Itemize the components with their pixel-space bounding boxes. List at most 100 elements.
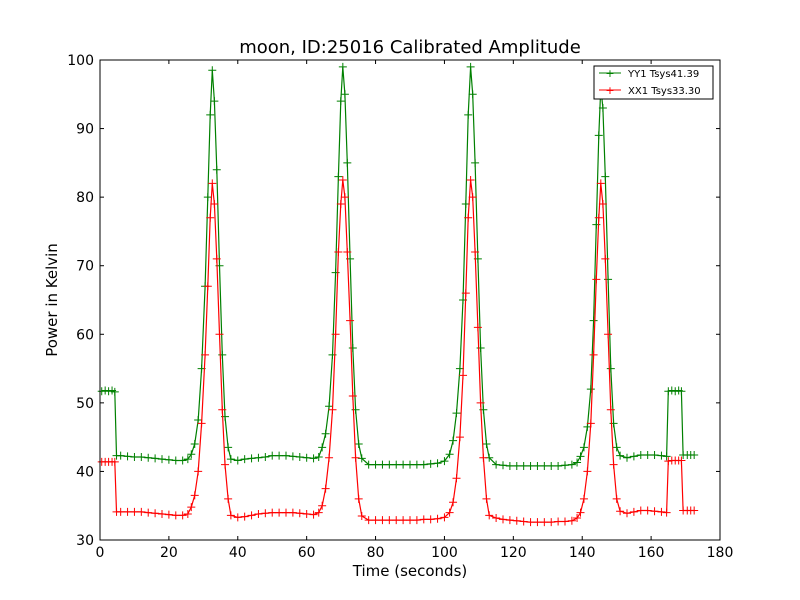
data-point [547, 518, 556, 527]
data-point [240, 512, 249, 521]
data-point [464, 110, 473, 119]
data-point [354, 440, 363, 448]
data-point [492, 514, 501, 523]
data-point [526, 461, 535, 470]
data-point [519, 461, 528, 470]
data-point [226, 455, 235, 464]
data-point [130, 453, 139, 462]
data-point [203, 282, 212, 291]
x-tick-label: 0 [96, 545, 105, 561]
data-point [348, 392, 357, 400]
data-point [240, 455, 249, 464]
data-point [589, 350, 598, 359]
data-point [309, 454, 318, 463]
x-tick-label: 180 [707, 545, 734, 561]
x-tick-label: 40 [229, 545, 247, 561]
data-point [178, 511, 187, 520]
data-point [399, 516, 408, 525]
data-point [336, 200, 345, 208]
data-point [612, 494, 621, 503]
data-point [187, 503, 196, 512]
data-point [579, 494, 588, 503]
data-point [325, 453, 334, 462]
data-point [533, 461, 542, 470]
data-point [364, 460, 373, 469]
data-point [596, 179, 605, 188]
data-point [455, 364, 464, 373]
data-point [164, 510, 173, 519]
data-point [201, 350, 210, 359]
data-point [576, 452, 585, 461]
data-point [586, 385, 595, 394]
data-point [623, 509, 631, 518]
data-point [579, 443, 588, 452]
data-point [110, 457, 119, 466]
data-point [288, 452, 297, 461]
data-point [190, 440, 199, 448]
data-point [101, 386, 110, 395]
data-point [206, 110, 215, 119]
data-point [612, 443, 621, 452]
data-point [667, 386, 676, 395]
data-point [321, 429, 330, 438]
data-point [247, 454, 256, 463]
data-point [505, 461, 514, 470]
y-tick-label: 100 [67, 53, 94, 69]
data-point [314, 453, 323, 462]
data-point [461, 200, 470, 208]
data-point [499, 461, 507, 470]
data-point [233, 456, 242, 465]
data-point [445, 450, 454, 459]
data-point [254, 509, 263, 518]
data-point [187, 450, 196, 459]
data-point [338, 62, 347, 71]
plot-background [100, 60, 720, 540]
data-point [604, 330, 613, 339]
data-point [302, 509, 311, 518]
data-point [392, 516, 401, 525]
data-point [540, 461, 549, 470]
y-tick-label: 50 [76, 396, 94, 412]
data-point [268, 451, 277, 460]
data-point [151, 454, 160, 463]
y-tick-label: 80 [76, 190, 94, 206]
data-point [598, 104, 607, 112]
data-point [178, 456, 187, 465]
data-point [123, 452, 132, 461]
data-point [137, 507, 146, 516]
data-point [385, 460, 394, 469]
data-point [606, 405, 615, 414]
data-point [314, 508, 323, 517]
data-point [203, 193, 212, 202]
data-point [606, 364, 615, 373]
data-point [97, 387, 106, 396]
data-point [158, 509, 166, 518]
x-axis-label: Time (seconds) [352, 562, 468, 580]
data-point [526, 518, 535, 527]
data-point [164, 455, 173, 464]
data-point [499, 515, 507, 524]
data-point [662, 452, 671, 461]
data-point [171, 456, 180, 465]
data-point [261, 453, 270, 462]
data-point [116, 507, 125, 516]
data-point [459, 371, 468, 380]
data-point [275, 508, 284, 517]
y-tick-label: 30 [76, 533, 94, 549]
data-point [348, 344, 357, 352]
data-point [643, 506, 652, 515]
series-layer [97, 62, 699, 527]
data-point [636, 450, 645, 459]
data-point [677, 456, 686, 465]
data-point [519, 517, 528, 526]
data-point [275, 451, 284, 460]
data-point [567, 516, 576, 525]
data-point [218, 350, 227, 359]
data-point [567, 460, 576, 469]
data-point [295, 509, 304, 518]
data-point [190, 491, 199, 500]
data-point [385, 516, 394, 525]
data-point [130, 507, 139, 516]
data-point [573, 458, 582, 467]
